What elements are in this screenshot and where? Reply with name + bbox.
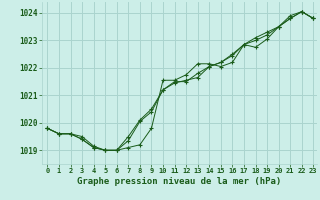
- X-axis label: Graphe pression niveau de la mer (hPa): Graphe pression niveau de la mer (hPa): [77, 177, 281, 186]
